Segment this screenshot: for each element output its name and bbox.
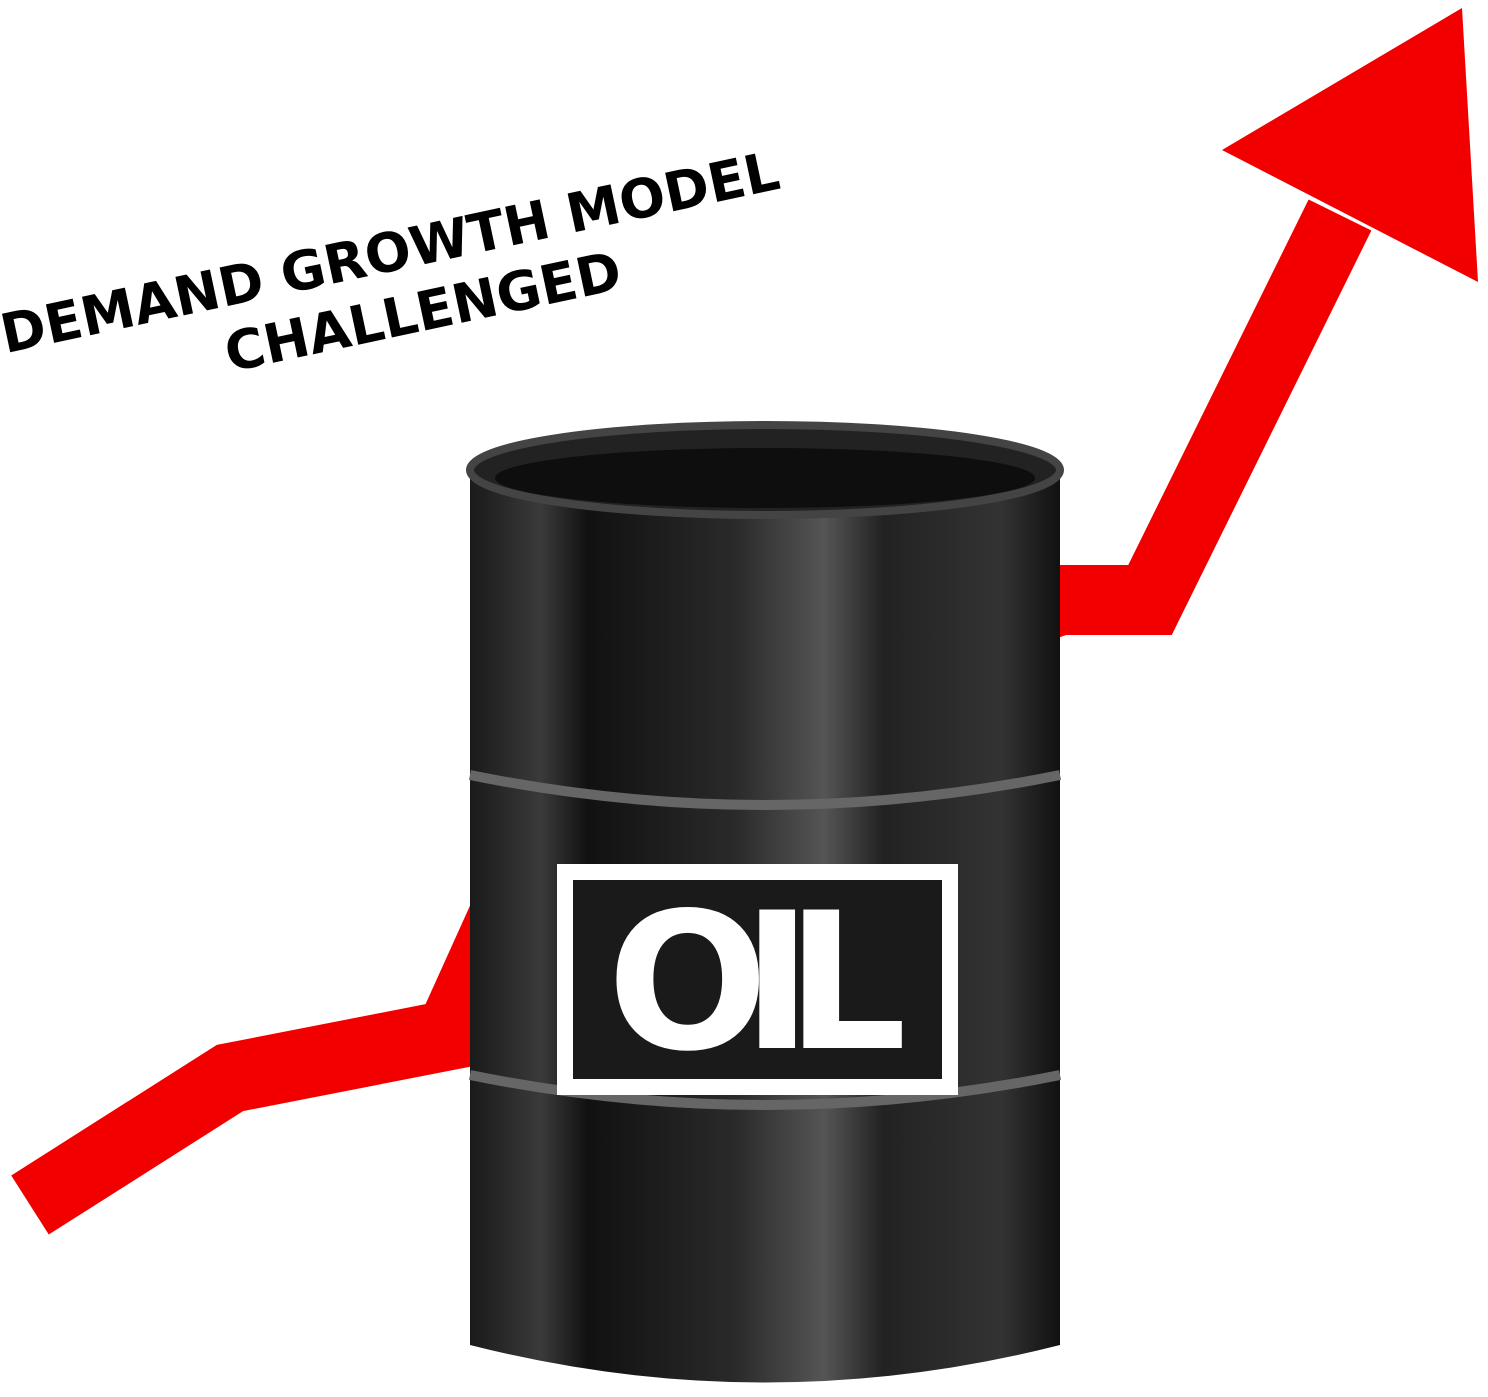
- page: OIL DEMAND GROWTH MODEL CHALLENGED (() =…: [0, 0, 1488, 1397]
- barrel-top-inner: [495, 448, 1035, 508]
- title-group: DEMAND GROWTH MODEL CHALLENGED: [0, 139, 798, 429]
- illustration: OIL DEMAND GROWTH MODEL CHALLENGED: [0, 0, 1488, 1397]
- barrel: OIL: [470, 425, 1060, 1383]
- barrel-label: OIL: [607, 872, 907, 1093]
